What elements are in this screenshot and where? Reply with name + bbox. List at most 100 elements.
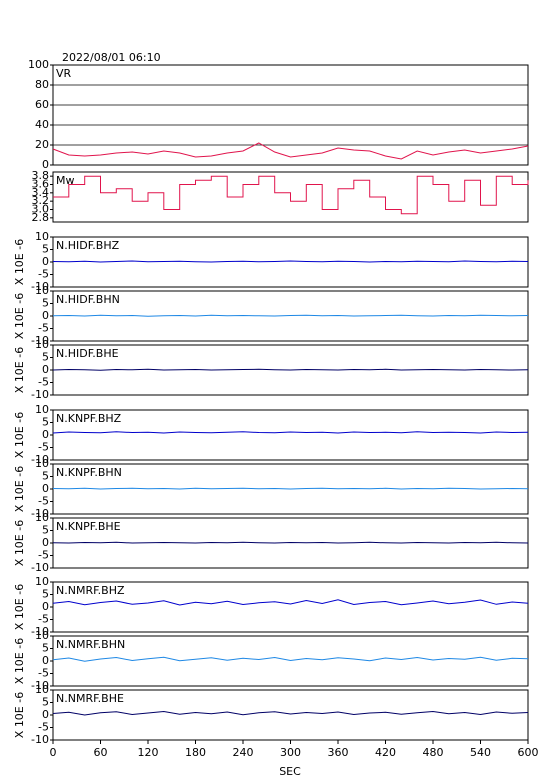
y-tick-label: 10 bbox=[35, 511, 49, 524]
panel-label: N.KNPF.BHN bbox=[56, 466, 122, 479]
y-tick-label: 5 bbox=[42, 243, 49, 256]
data-line bbox=[52, 541, 529, 544]
y-tick-label: -5 bbox=[38, 268, 49, 281]
x-tick-label: 600 bbox=[518, 746, 539, 759]
y-tick-label: -10 bbox=[31, 334, 49, 347]
panel-frame bbox=[52, 689, 529, 741]
y-tick-label: -10 bbox=[31, 561, 49, 574]
y-tick-label: 60 bbox=[35, 98, 49, 111]
y-tick-label: 0 bbox=[42, 363, 49, 376]
y-tick-label: 0 bbox=[42, 428, 49, 441]
y-tick-label: 5 bbox=[42, 416, 49, 429]
chart-title: 2022/08/01 06:10 bbox=[62, 51, 161, 64]
y-tick-label: -5 bbox=[38, 441, 49, 454]
panel-frame bbox=[52, 236, 529, 288]
data-line bbox=[53, 175, 529, 215]
y-tick-label: 10 bbox=[35, 575, 49, 588]
x-tick-label: 300 bbox=[280, 746, 301, 759]
y-tick-label: -5 bbox=[38, 613, 49, 626]
panel-label: Mw bbox=[56, 174, 75, 187]
y-tick-label: -10 bbox=[31, 280, 49, 293]
panel-label: N.NMRF.BHE bbox=[56, 692, 124, 705]
y-tick-label: -10 bbox=[31, 733, 49, 746]
y-tick-label: 40 bbox=[35, 118, 49, 131]
y-tick-label: 80 bbox=[35, 78, 49, 91]
x-tick-label: 420 bbox=[375, 746, 396, 759]
x-tick-label: 180 bbox=[185, 746, 206, 759]
panel-label: N.HIDF.BHN bbox=[56, 293, 120, 306]
y-tick-label: 10 bbox=[35, 284, 49, 297]
y-tick-label: -5 bbox=[38, 376, 49, 389]
y-tick-label: 3.0 bbox=[32, 203, 50, 216]
y-tick-label: 100 bbox=[28, 58, 49, 71]
x-tick-label: 360 bbox=[328, 746, 349, 759]
y-tick-label: -5 bbox=[38, 322, 49, 335]
y-tick-label: -5 bbox=[38, 667, 49, 680]
y-tick-label: 20 bbox=[35, 138, 49, 151]
y-tick-label: 0 bbox=[42, 600, 49, 613]
panel-label: N.NMRF.BHN bbox=[56, 638, 125, 651]
y-axis-label: X 10E -6 bbox=[13, 239, 26, 285]
x-tick-label: 240 bbox=[233, 746, 254, 759]
data-line bbox=[52, 142, 529, 160]
data-line bbox=[52, 487, 529, 490]
y-tick-label: 5 bbox=[42, 642, 49, 655]
y-tick-label: -10 bbox=[31, 625, 49, 638]
y-tick-label: -5 bbox=[38, 721, 49, 734]
panel-frame bbox=[52, 635, 529, 687]
y-axis-label: X 10E -6 bbox=[13, 584, 26, 630]
x-tick-label: 480 bbox=[423, 746, 444, 759]
y-tick-label: 2.8 bbox=[32, 211, 50, 224]
y-axis-label: X 10E -6 bbox=[13, 692, 26, 738]
y-tick-label: -5 bbox=[38, 549, 49, 562]
y-tick-label: 10 bbox=[35, 457, 49, 470]
y-tick-label: 10 bbox=[35, 629, 49, 642]
y-axis-label: X 10E -6 bbox=[13, 293, 26, 339]
y-tick-label: 5 bbox=[42, 470, 49, 483]
y-tick-label: 3.4 bbox=[32, 186, 50, 199]
y-tick-label: -10 bbox=[31, 388, 49, 401]
y-tick-label: 10 bbox=[35, 338, 49, 351]
y-tick-label: -10 bbox=[31, 679, 49, 692]
y-tick-label: 5 bbox=[42, 297, 49, 310]
y-tick-label: -10 bbox=[31, 453, 49, 466]
y-axis-label: X 10E -6 bbox=[13, 466, 26, 512]
y-axis-label: X 10E -6 bbox=[13, 412, 26, 458]
panel-label: N.HIDF.BHE bbox=[56, 347, 119, 360]
y-tick-label: -10 bbox=[31, 507, 49, 520]
panel-label: N.KNPF.BHZ bbox=[56, 412, 122, 425]
data-line bbox=[52, 314, 529, 317]
data-line bbox=[52, 368, 529, 371]
panel-label: N.HIDF.BHZ bbox=[56, 239, 120, 252]
panel-label: N.KNPF.BHE bbox=[56, 520, 121, 533]
y-tick-label: 10 bbox=[35, 683, 49, 696]
y-tick-label: 0 bbox=[42, 708, 49, 721]
y-tick-label: 0 bbox=[42, 482, 49, 495]
y-tick-label: -5 bbox=[38, 495, 49, 508]
panel-frame bbox=[52, 64, 529, 166]
y-tick-label: 3.2 bbox=[32, 194, 50, 207]
y-tick-label: 0 bbox=[42, 309, 49, 322]
y-tick-label: 10 bbox=[35, 230, 49, 243]
y-tick-label: 3.6 bbox=[32, 178, 50, 191]
y-tick-label: 0 bbox=[42, 536, 49, 549]
y-tick-label: 10 bbox=[35, 403, 49, 416]
y-tick-label: 5 bbox=[42, 696, 49, 709]
y-tick-label: 0 bbox=[42, 255, 49, 268]
x-tick-label: 60 bbox=[94, 746, 108, 759]
y-axis-label: X 10E -6 bbox=[13, 638, 26, 684]
y-tick-label: 0 bbox=[42, 158, 49, 171]
x-tick-label: 0 bbox=[50, 746, 57, 759]
y-tick-label: 5 bbox=[42, 351, 49, 364]
data-line bbox=[52, 656, 529, 662]
panel-frame bbox=[52, 581, 529, 633]
x-tick-label: 120 bbox=[138, 746, 159, 759]
y-axis-label: X 10E -6 bbox=[13, 347, 26, 393]
y-tick-label: 0 bbox=[42, 654, 49, 667]
y-tick-label: 3.8 bbox=[32, 169, 50, 182]
panel-frame bbox=[52, 409, 529, 461]
data-line bbox=[52, 260, 529, 263]
data-line bbox=[52, 710, 529, 716]
data-line bbox=[52, 599, 529, 606]
